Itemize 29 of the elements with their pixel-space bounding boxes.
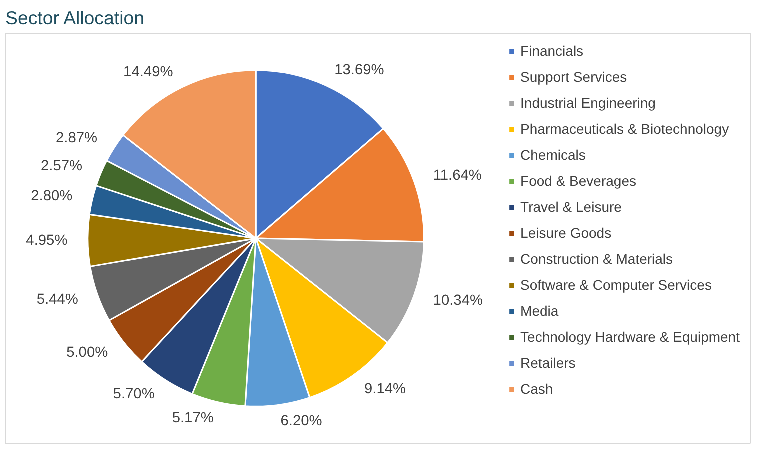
data-label: 14.49%	[124, 64, 174, 80]
legend-label: Cash	[520, 381, 554, 397]
data-label: 4.95%	[26, 232, 68, 249]
data-label: 10.34%	[433, 293, 484, 310]
data-label: 6.20%	[280, 414, 322, 430]
legend-label: Software & Computer Services	[520, 277, 712, 293]
legend-label: Financials	[520, 43, 584, 59]
legend-label: Support Services	[520, 69, 628, 85]
legend-label: Industrial Engineering	[520, 95, 656, 111]
data-label: 2.87%	[56, 130, 98, 147]
legend-label: Leisure Goods	[520, 225, 612, 241]
data-label: 5.17%	[172, 410, 214, 427]
legend-label: Technology Hardware & Equipment	[520, 329, 740, 345]
legend-label: Food & Beverages	[520, 173, 636, 189]
data-label: 5.00%	[66, 344, 108, 361]
data-label: 13.69%	[334, 62, 384, 78]
data-label: 5.44%	[36, 292, 78, 308]
legend-label: Pharmaceuticals & Biotechnology	[520, 121, 730, 137]
data-label: 2.57%	[40, 158, 83, 175]
legend-label: Media	[520, 303, 559, 319]
legend-label: Travel & Leisure	[520, 199, 622, 215]
legend-label: Chemicals	[520, 147, 586, 163]
legend-label: Retailers	[520, 355, 576, 371]
chart-title: Sector Allocation	[6, 8, 144, 28]
data-label: 9.14%	[364, 382, 406, 398]
data-label: 5.70%	[113, 386, 155, 402]
legend-label: Construction & Materials	[520, 251, 674, 267]
data-label: 2.80%	[31, 188, 73, 204]
data-label: 11.64%	[433, 168, 482, 184]
